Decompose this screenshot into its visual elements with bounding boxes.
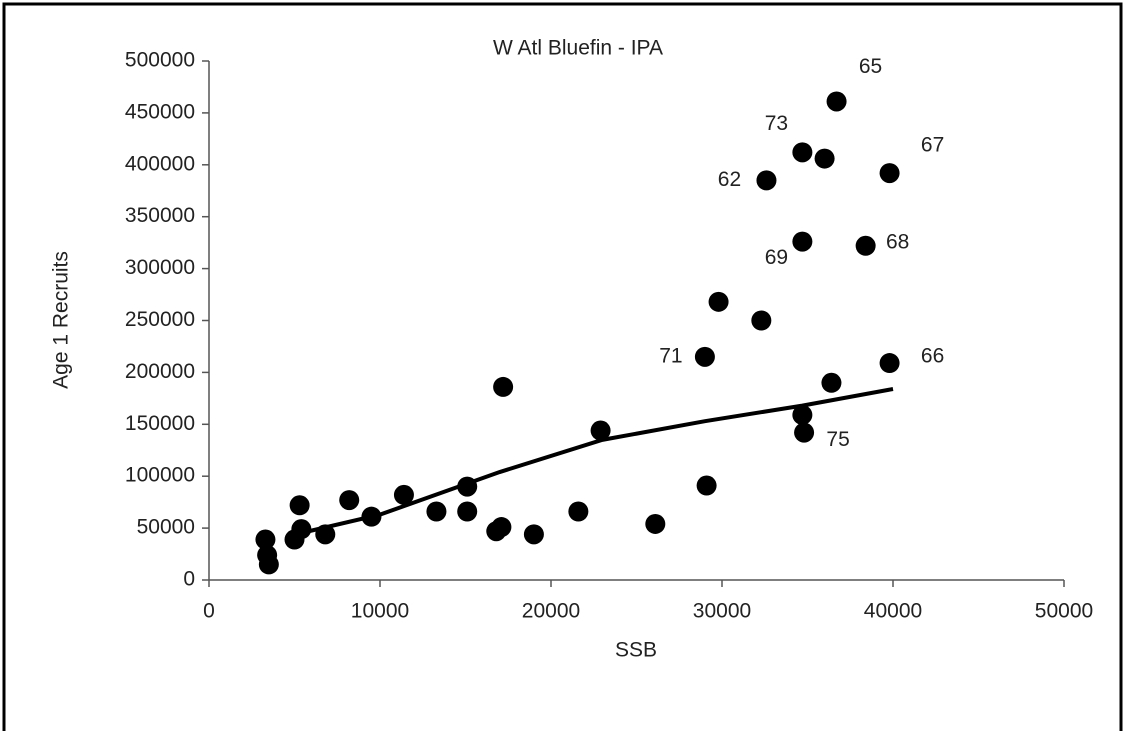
y-tick-label: 500000 (125, 49, 195, 72)
point-label: 62 (718, 168, 741, 191)
point (694, 346, 715, 367)
chart-title: W Atl Bluefin - IPA (493, 37, 663, 60)
y-tick-label: 100000 (125, 464, 195, 487)
point (255, 529, 276, 550)
y-tick-label: 250000 (125, 308, 195, 331)
point-label: 66 (921, 345, 944, 368)
y-tick-label: 200000 (125, 360, 195, 383)
point (814, 148, 835, 169)
point-label: 71 (659, 344, 682, 367)
point (696, 475, 717, 496)
point-label: 73 (765, 112, 788, 135)
point (457, 501, 478, 522)
x-tick-label: 30000 (693, 600, 751, 623)
y-axis-label: Age 1 Recruits (50, 251, 73, 389)
y-tick-label: 300000 (125, 256, 195, 279)
y-tick-label: 450000 (125, 100, 195, 123)
y-tick-label: 150000 (125, 412, 195, 435)
point (426, 501, 447, 522)
y-tick-label: 400000 (125, 152, 195, 175)
point-label: 67 (921, 134, 944, 157)
point (792, 142, 813, 163)
x-tick-label: 0 (203, 600, 215, 623)
point (708, 291, 729, 312)
y-tick-label: 0 (183, 568, 195, 591)
point-label: 75 (826, 428, 849, 451)
x-tick-label: 10000 (351, 600, 409, 623)
point (523, 524, 544, 545)
point (751, 310, 772, 331)
x-tick-label: 20000 (522, 600, 580, 623)
point-label: 69 (765, 246, 788, 269)
point-label: 65 (859, 55, 882, 78)
point (826, 91, 847, 112)
point (756, 170, 777, 191)
x-tick-label: 40000 (864, 600, 922, 623)
point (879, 353, 900, 374)
point (258, 554, 279, 575)
point (879, 163, 900, 184)
point (493, 376, 514, 397)
point (645, 513, 666, 534)
point (792, 404, 813, 425)
point (568, 501, 589, 522)
point (792, 231, 813, 252)
point (486, 521, 507, 542)
point (821, 372, 842, 393)
point-label: 68 (886, 230, 909, 253)
point (289, 495, 310, 516)
y-tick-label: 50000 (137, 516, 195, 539)
point (393, 484, 414, 505)
x-axis-label: SSB (615, 639, 657, 662)
y-tick-label: 350000 (125, 204, 195, 227)
x-tick-label: 50000 (1035, 600, 1093, 623)
point (339, 490, 360, 511)
point (794, 422, 815, 443)
point (590, 420, 611, 441)
point (855, 235, 876, 256)
fit-line (290, 387, 894, 538)
